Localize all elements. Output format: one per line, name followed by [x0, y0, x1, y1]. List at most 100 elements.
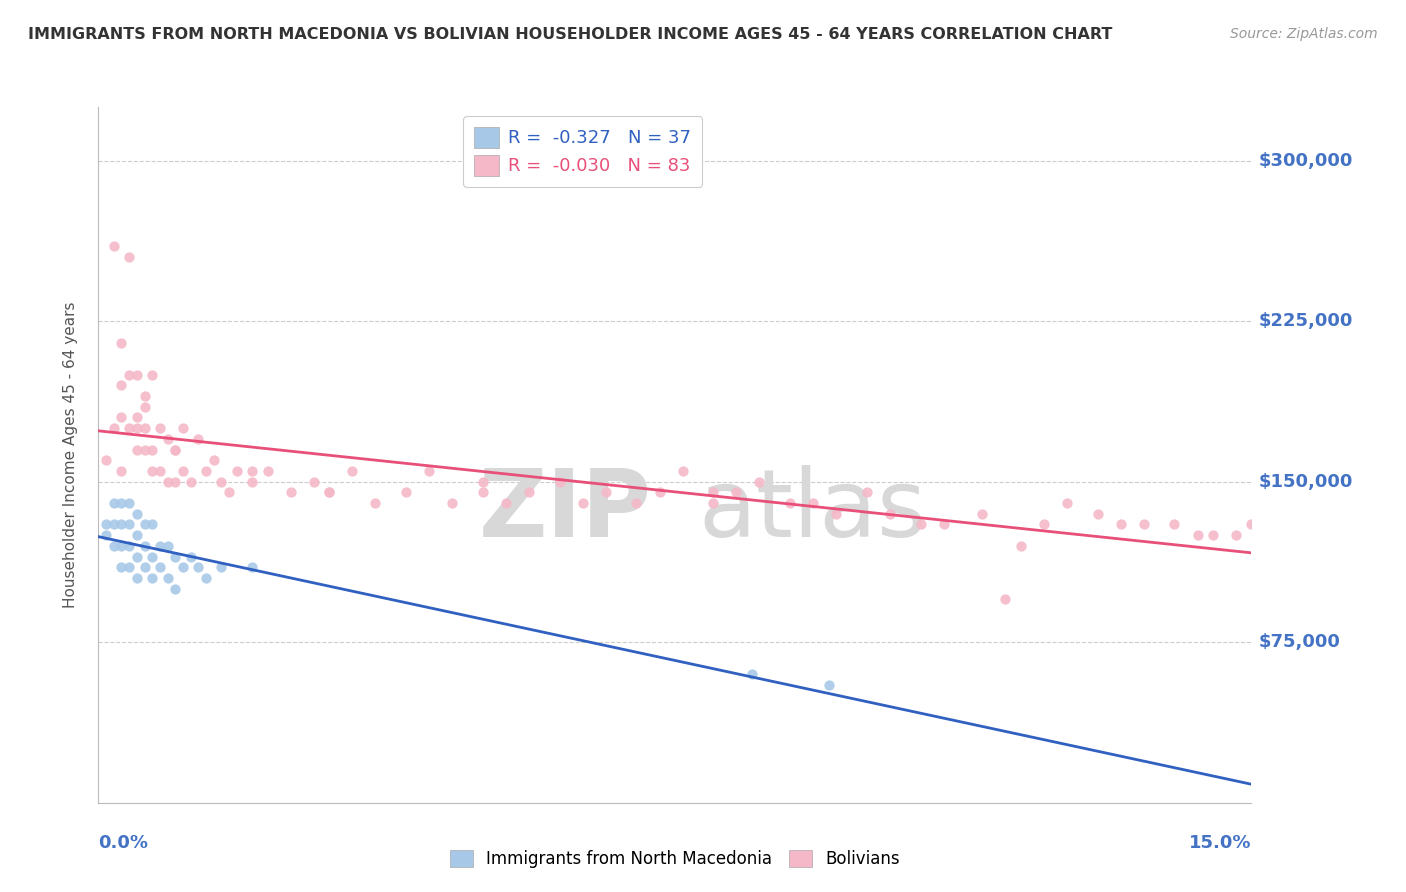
Point	[172, 464, 194, 478]
Text: $150,000: $150,000	[1258, 473, 1353, 491]
Point	[94, 453, 117, 467]
Text: Source: ZipAtlas.com: Source: ZipAtlas.com	[1230, 27, 1378, 41]
Point	[110, 410, 132, 425]
Text: 15.0%: 15.0%	[1189, 834, 1251, 852]
Point	[209, 475, 232, 489]
Point	[856, 485, 879, 500]
Point	[495, 496, 517, 510]
Point	[187, 432, 209, 446]
Point	[626, 496, 648, 510]
Point	[195, 464, 218, 478]
Point	[165, 475, 187, 489]
Point	[879, 507, 901, 521]
Point	[471, 475, 494, 489]
Point	[209, 560, 232, 574]
Point	[118, 539, 141, 553]
Point	[240, 475, 263, 489]
Point	[225, 464, 247, 478]
Point	[125, 410, 148, 425]
Point	[141, 517, 163, 532]
Point	[1163, 517, 1185, 532]
Point	[134, 517, 156, 532]
Point	[1225, 528, 1247, 542]
Point	[156, 571, 179, 585]
Point	[302, 475, 325, 489]
Point	[418, 464, 440, 478]
Point	[172, 421, 194, 435]
Point	[741, 667, 763, 681]
Point	[218, 485, 240, 500]
Point	[149, 539, 172, 553]
Point	[318, 485, 340, 500]
Point	[125, 571, 148, 585]
Point	[156, 475, 179, 489]
Point	[180, 475, 202, 489]
Point	[134, 539, 156, 553]
Point	[118, 560, 141, 574]
Point	[156, 539, 179, 553]
Point	[165, 442, 187, 457]
Point	[141, 442, 163, 457]
Point	[172, 560, 194, 574]
Point	[932, 517, 955, 532]
Point	[125, 507, 148, 521]
Point	[94, 528, 117, 542]
Point	[240, 560, 263, 574]
Point	[103, 496, 125, 510]
Y-axis label: Householder Income Ages 45 - 64 years: Householder Income Ages 45 - 64 years	[63, 301, 77, 608]
Point	[1056, 496, 1078, 510]
Point	[825, 507, 848, 521]
Point	[134, 442, 156, 457]
Point	[517, 485, 540, 500]
Point	[748, 475, 770, 489]
Point	[1202, 528, 1225, 542]
Point	[671, 464, 693, 478]
Point	[94, 517, 117, 532]
Point	[165, 549, 187, 564]
Point	[141, 464, 163, 478]
Point	[141, 368, 163, 382]
Point	[134, 560, 156, 574]
Point	[340, 464, 363, 478]
Point	[364, 496, 387, 510]
Point	[156, 432, 179, 446]
Point	[571, 496, 593, 510]
Text: $225,000: $225,000	[1258, 312, 1353, 330]
Point	[125, 421, 148, 435]
Point	[1109, 517, 1132, 532]
Point	[103, 421, 125, 435]
Point	[118, 421, 141, 435]
Point	[1187, 528, 1209, 542]
Point	[149, 421, 172, 435]
Text: 0.0%: 0.0%	[98, 834, 149, 852]
Point	[125, 549, 148, 564]
Point	[725, 485, 748, 500]
Point	[187, 560, 209, 574]
Point	[440, 496, 463, 510]
Point	[149, 464, 172, 478]
Point	[1087, 507, 1109, 521]
Point	[1240, 517, 1263, 532]
Point	[118, 368, 141, 382]
Point	[648, 485, 671, 500]
Point	[118, 517, 141, 532]
Point	[1132, 517, 1154, 532]
Point	[180, 549, 202, 564]
Point	[110, 560, 132, 574]
Point	[118, 496, 141, 510]
Point	[125, 442, 148, 457]
Point	[110, 539, 132, 553]
Point	[910, 517, 932, 532]
Legend: Immigrants from North Macedonia, Bolivians: Immigrants from North Macedonia, Bolivia…	[443, 843, 907, 875]
Point	[702, 496, 724, 510]
Point	[1032, 517, 1054, 532]
Point	[141, 549, 163, 564]
Point	[195, 571, 218, 585]
Point	[149, 560, 172, 574]
Point	[471, 485, 494, 500]
Point	[972, 507, 994, 521]
Text: atlas: atlas	[697, 465, 927, 557]
Point	[994, 592, 1017, 607]
Point	[779, 496, 801, 510]
Point	[1010, 539, 1032, 553]
